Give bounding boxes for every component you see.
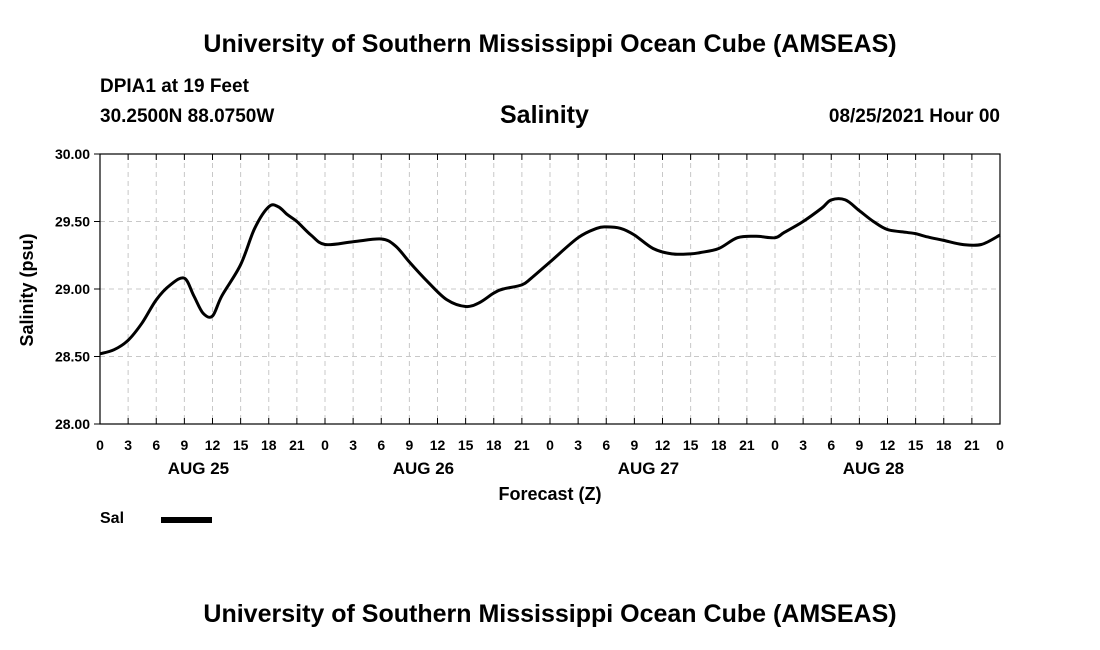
x-tick-label: 0 xyxy=(771,437,779,453)
x-tick-label: 15 xyxy=(683,437,699,453)
x-tick-label: 21 xyxy=(289,437,305,453)
x-tick-label: 21 xyxy=(964,437,980,453)
salinity-chart: 0 3 6 9 12 15 18 21 0 3 6 9 12 15 18 21 0 3 6 9 12 15 18 21 0 3 6 9… xyxy=(17,146,1004,504)
series-line-sal xyxy=(99,197,1001,356)
y-tick-label: 29.50 xyxy=(55,214,90,230)
day-label: AUG 26 xyxy=(393,459,454,478)
x-tick-label: 15 xyxy=(233,437,249,453)
x-tick-label: 12 xyxy=(880,437,896,453)
y-tick-label: 28.50 xyxy=(55,349,90,365)
y-tick-label: 28.00 xyxy=(55,416,90,432)
day-label: AUG 25 xyxy=(168,459,229,478)
x-tick-label: 6 xyxy=(152,437,160,453)
day-label: AUG 27 xyxy=(618,459,679,478)
x-tick-label: 15 xyxy=(458,437,474,453)
x-tick-label: 18 xyxy=(486,437,502,453)
x-tick-label: 9 xyxy=(630,437,638,453)
x-tick-label: 3 xyxy=(799,437,807,453)
x-tick-label: 12 xyxy=(430,437,446,453)
chart-title-top: University of Southern Mississippi Ocean… xyxy=(203,30,897,58)
x-tick-label: 18 xyxy=(711,437,727,453)
x-axis-label: Forecast (Z) xyxy=(498,484,601,504)
legend-swatch xyxy=(161,517,212,523)
parameter-label: Salinity xyxy=(500,101,589,129)
x-tick-label: 3 xyxy=(574,437,582,453)
x-tick-label: 3 xyxy=(124,437,132,453)
x-tick-label: 0 xyxy=(546,437,554,453)
x-tick-label: 9 xyxy=(405,437,413,453)
x-tick-label: 0 xyxy=(321,437,329,453)
x-tick-label: 0 xyxy=(96,437,104,453)
x-tick-label: 6 xyxy=(602,437,610,453)
x-tick-label: 15 xyxy=(908,437,924,453)
y-axis-label: Salinity (psu) xyxy=(17,233,37,346)
coordinates-label: 30.2500N 88.0750W xyxy=(100,106,275,127)
x-tick-label: 12 xyxy=(205,437,221,453)
y-tick-label: 29.00 xyxy=(55,281,90,297)
x-tick-label: 18 xyxy=(261,437,277,453)
y-tick-label: 30.00 xyxy=(55,146,90,162)
x-tick-label: 21 xyxy=(514,437,530,453)
x-tick-label: 3 xyxy=(349,437,357,453)
legend-label: Sal xyxy=(100,510,125,527)
station-label: DPIA1 at 19 Feet xyxy=(100,76,249,97)
day-label: AUG 28 xyxy=(843,459,904,478)
x-tick-label: 0 xyxy=(996,437,1004,453)
x-tick-label: 21 xyxy=(739,437,755,453)
x-tick-label: 6 xyxy=(377,437,385,453)
x-tick-label: 12 xyxy=(655,437,671,453)
datetime-label: 08/25/2021 Hour 00 xyxy=(828,106,1000,127)
x-tick-label: 9 xyxy=(855,437,863,453)
x-tick-label: 18 xyxy=(936,437,952,453)
chart-title-bottom: University of Southern Mississippi Ocean… xyxy=(203,600,897,628)
x-tick-label: 9 xyxy=(180,437,188,453)
x-tick-label: 6 xyxy=(827,437,835,453)
